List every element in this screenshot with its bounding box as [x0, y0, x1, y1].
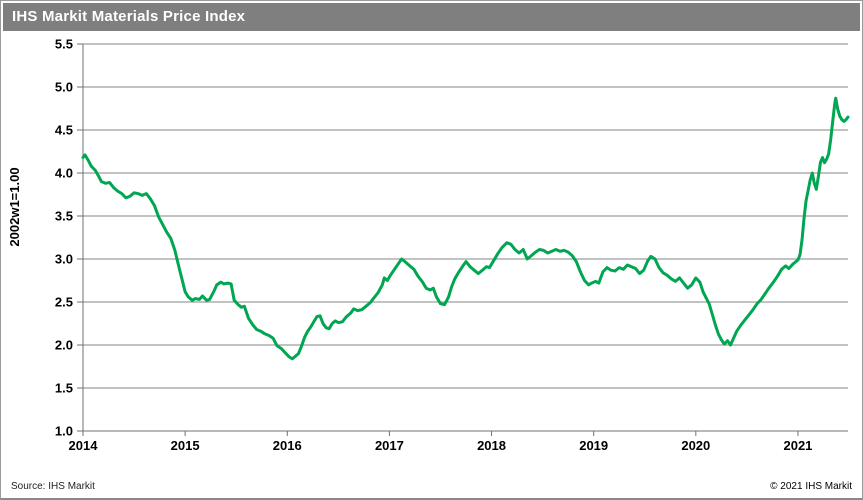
y-tick-label: 3.0	[55, 252, 73, 267]
y-tick-label: 5.5	[55, 37, 73, 52]
y-axis-title: 2002w1=1.00	[7, 167, 22, 246]
y-tick-label: 4.0	[55, 166, 73, 181]
y-tick-label: 2.0	[55, 338, 73, 353]
y-tick-label: 2.5	[55, 295, 73, 310]
x-tick-label: 2014	[69, 438, 99, 453]
x-tick-label: 2017	[375, 438, 404, 453]
y-tick-label: 3.5	[55, 209, 73, 224]
chart-title-bar: IHS Markit Materials Price Index	[3, 3, 860, 31]
price-line	[81, 96, 850, 361]
source-note: Source: IHS Markit	[11, 481, 95, 492]
x-tick-label: 2018	[477, 438, 506, 453]
page-title: IHS Markit Materials Price Index	[12, 8, 246, 25]
y-tick-label: 1.0	[55, 424, 73, 439]
y-tick-label: 4.5	[55, 123, 73, 138]
x-tick-label: 2016	[273, 438, 302, 453]
y-tick-label: 1.5	[55, 381, 73, 396]
x-tick-label: 2019	[579, 438, 608, 453]
y-tick-label: 5.0	[55, 80, 73, 95]
copyright-note: © 2021 IHS Markit	[770, 481, 852, 492]
x-tick-label: 2021	[783, 438, 812, 453]
x-tick-label: 2020	[681, 438, 710, 453]
x-tick-label: 2015	[171, 438, 200, 453]
